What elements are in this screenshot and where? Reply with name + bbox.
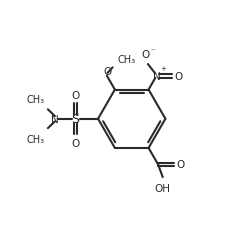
Text: O: O bbox=[71, 90, 79, 100]
Text: CH₃: CH₃ bbox=[26, 134, 44, 144]
Text: OH: OH bbox=[154, 183, 170, 193]
Text: ⁻: ⁻ bbox=[149, 47, 154, 56]
Text: O: O bbox=[174, 72, 182, 82]
Text: O: O bbox=[176, 159, 184, 169]
Text: S: S bbox=[71, 113, 79, 126]
Text: O: O bbox=[141, 50, 149, 60]
Text: CH₃: CH₃ bbox=[117, 55, 135, 65]
Text: N: N bbox=[152, 72, 160, 82]
Text: O: O bbox=[71, 138, 79, 148]
Text: O: O bbox=[103, 67, 111, 77]
Text: N: N bbox=[51, 114, 58, 124]
Text: +: + bbox=[159, 66, 165, 72]
Text: CH₃: CH₃ bbox=[26, 94, 44, 104]
